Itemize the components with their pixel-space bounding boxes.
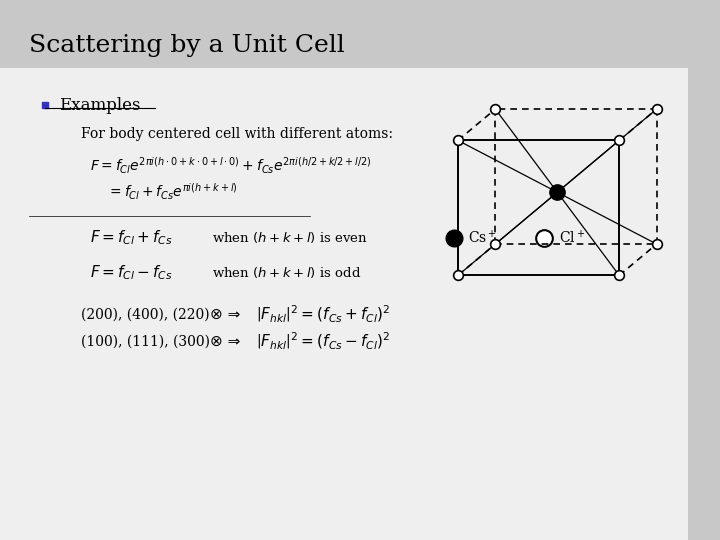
Text: ⊗ ⇒: ⊗ ⇒ xyxy=(210,334,240,349)
Text: ⊗ ⇒: ⊗ ⇒ xyxy=(210,307,240,322)
Text: $\left|F_{hkl}\right|^2 = \left(f_{Cs} - f_{Cl}\right)^2$: $\left|F_{hkl}\right|^2 = \left(f_{Cs} -… xyxy=(256,330,390,352)
Bar xyxy=(688,0,720,540)
Text: Cs$^+$: Cs$^+$ xyxy=(468,229,497,246)
Text: (200), (400), (220): (200), (400), (220) xyxy=(81,307,210,321)
Text: $= f_{Cl} + f_{Cs}e^{\pi i(h+k+l)}$: $= f_{Cl} + f_{Cs}e^{\pi i(h+k+l)}$ xyxy=(107,181,238,202)
Text: $F = f_{Cl} - f_{Cs}$: $F = f_{Cl} - f_{Cs}$ xyxy=(90,264,173,282)
Text: (100), (111), (300): (100), (111), (300) xyxy=(81,334,210,348)
Text: $\left|F_{hkl}\right|^2 = \left(f_{Cs} + f_{Cl}\right)^2$: $\left|F_{hkl}\right|^2 = \left(f_{Cs} +… xyxy=(256,303,390,325)
Bar xyxy=(0,0,720,68)
Text: Cl$^+$: Cl$^+$ xyxy=(559,229,585,246)
Text: when $(h + k + l)$ is even: when $(h + k + l)$ is even xyxy=(212,230,369,245)
Text: Examples: Examples xyxy=(59,97,140,114)
Text: when $(h + k + l)$ is odd: when $(h + k + l)$ is odd xyxy=(212,265,361,280)
Text: For body centered cell with different atoms:: For body centered cell with different at… xyxy=(81,127,392,141)
Text: $F = f_{Cl}e^{2\pi i(h\cdot0+k\cdot0+l\cdot0)} + f_{Cs}e^{2\pi i(h/2+k/2+l/2)}$: $F = f_{Cl}e^{2\pi i(h\cdot0+k\cdot0+l\c… xyxy=(90,156,372,176)
Text: Scattering by a Unit Cell: Scattering by a Unit Cell xyxy=(29,35,345,57)
Text: $F = f_{Cl} + f_{Cs}$: $F = f_{Cl} + f_{Cs}$ xyxy=(90,228,173,247)
